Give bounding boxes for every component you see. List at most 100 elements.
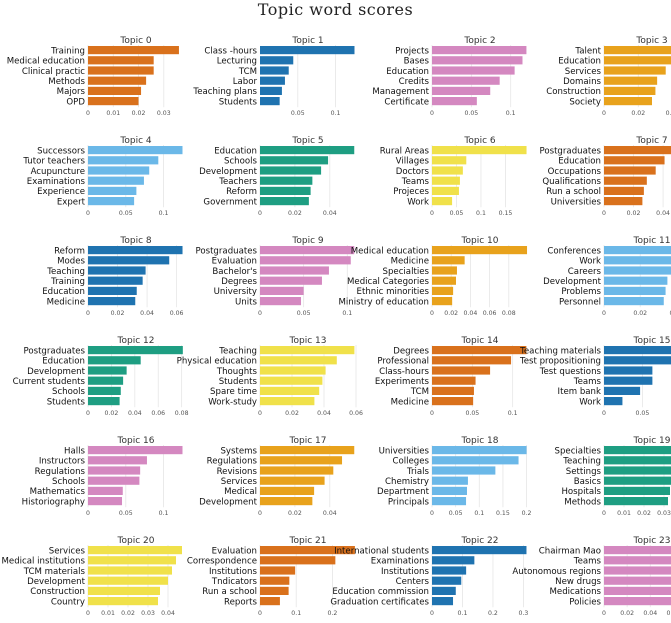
tick-label: 0.04 xyxy=(666,110,671,117)
bar xyxy=(604,97,652,106)
bar xyxy=(604,46,671,55)
bar xyxy=(88,86,142,95)
tick-label: 0.15 xyxy=(496,510,510,517)
bar xyxy=(88,376,124,385)
bar xyxy=(260,497,313,506)
bar xyxy=(260,556,336,565)
bar xyxy=(604,556,671,565)
bar xyxy=(88,256,170,265)
bar xyxy=(260,266,329,275)
tick-label: 0.06 xyxy=(483,310,497,317)
bar xyxy=(604,166,656,175)
category-label: Specialties xyxy=(383,267,430,277)
bar xyxy=(604,266,671,275)
tick-label: 0 xyxy=(430,410,434,417)
tick-label: 0.02 xyxy=(288,510,302,517)
tick-label: 0.04 xyxy=(670,310,671,317)
category-label: Reports xyxy=(224,597,257,607)
bar xyxy=(88,66,154,75)
bar xyxy=(88,276,143,285)
category-label: Teaching xyxy=(562,457,601,467)
bar xyxy=(604,186,644,195)
category-label: Evaluation xyxy=(212,257,257,267)
tick-label: 0.1 xyxy=(476,210,486,217)
tick-label: 0 xyxy=(602,210,606,217)
category-label: Development xyxy=(199,167,257,177)
category-label: Teams xyxy=(401,177,430,187)
category-label: Country xyxy=(51,597,85,607)
category-label: International students xyxy=(334,546,429,556)
category-label: New drugs xyxy=(555,577,601,587)
category-label: Work xyxy=(579,257,601,267)
bar xyxy=(260,97,280,106)
tick-label: 0.05 xyxy=(291,110,305,117)
tick-label: 0.2 xyxy=(522,510,532,517)
tick-label: 0.03 xyxy=(141,610,155,617)
category-label: Credits xyxy=(399,77,430,87)
bar xyxy=(88,186,137,195)
tick-label: 0.05 xyxy=(450,210,464,217)
tick-label: 0 xyxy=(86,510,90,517)
category-label: Systems xyxy=(220,446,257,456)
category-label: Regulations xyxy=(207,457,258,467)
tick-label: 0.02 xyxy=(444,310,458,317)
bar xyxy=(260,366,326,375)
category-label: Teachers xyxy=(218,177,257,187)
bar xyxy=(260,146,355,155)
category-label: Schools xyxy=(224,157,258,167)
category-label: Halls xyxy=(64,446,86,456)
bar xyxy=(604,446,671,455)
tick-label: 0.06 xyxy=(151,410,165,417)
bar xyxy=(88,176,144,185)
bar xyxy=(432,346,527,355)
category-label: Students xyxy=(47,397,86,407)
category-label: Development xyxy=(27,367,85,377)
bar xyxy=(432,476,468,485)
category-label: Certificate xyxy=(384,97,429,107)
tick-label: 0.04 xyxy=(464,310,478,317)
category-label: Government xyxy=(203,197,257,207)
category-label: Reform xyxy=(226,187,257,197)
bar xyxy=(432,76,500,85)
tick-label: 0 xyxy=(258,410,262,417)
subplot-title: Topic 16 xyxy=(117,436,155,446)
category-label: Bases xyxy=(404,57,430,67)
bar xyxy=(260,86,282,95)
bar xyxy=(432,456,519,465)
tick-label: 0.05 xyxy=(297,310,311,317)
category-label: Experiments xyxy=(375,377,430,387)
category-label: Item bank xyxy=(558,387,601,397)
bar xyxy=(432,397,474,406)
tick-label: 0.04 xyxy=(317,410,331,417)
tick-label: 0 xyxy=(430,310,434,317)
bar xyxy=(432,597,454,606)
bar xyxy=(432,466,496,475)
category-label: Expert xyxy=(57,197,86,207)
bar xyxy=(432,497,467,506)
subplot-title: Topic 8 xyxy=(119,236,151,246)
tick-label: 0.05 xyxy=(465,410,479,417)
bar xyxy=(604,486,670,495)
bar xyxy=(88,97,139,106)
category-label: Degrees xyxy=(221,277,257,287)
bar xyxy=(604,346,671,355)
bar xyxy=(432,576,462,585)
bar xyxy=(604,566,671,575)
bar xyxy=(260,166,322,175)
bar xyxy=(432,366,491,375)
tick-label: 0.15 xyxy=(499,210,513,217)
bar xyxy=(432,146,527,155)
bar xyxy=(432,266,457,275)
tick-label: 0.06 xyxy=(170,310,184,317)
category-label: TCM xyxy=(238,67,257,77)
bar xyxy=(260,197,309,206)
bar xyxy=(604,397,623,406)
category-label: Postgraduates xyxy=(539,146,601,156)
category-label: Education xyxy=(558,57,601,67)
category-label: Clinical practic xyxy=(22,67,85,77)
category-label: Institutions xyxy=(209,567,257,577)
bar xyxy=(432,566,467,575)
category-label: Successors xyxy=(37,146,85,156)
category-label: Students xyxy=(219,97,258,107)
